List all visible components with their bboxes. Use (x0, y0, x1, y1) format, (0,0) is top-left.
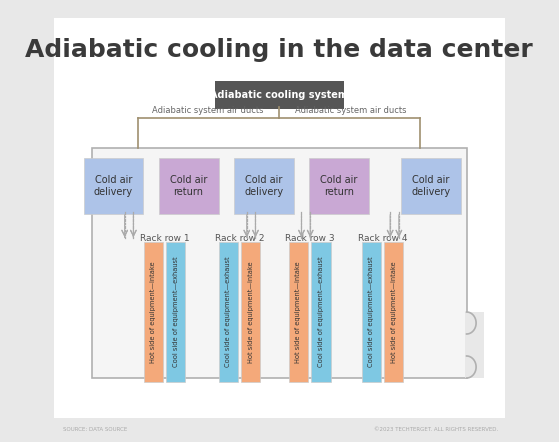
Text: Hot side of equipment—intake: Hot side of equipment—intake (296, 261, 301, 363)
Text: ©2023 TECHTERGET. ALL RIGHTS RESERVED.: ©2023 TECHTERGET. ALL RIGHTS RESERVED. (373, 427, 498, 432)
Text: Rack row 3: Rack row 3 (285, 234, 334, 243)
Text: Hot side of equipment—intake: Hot side of equipment—intake (248, 261, 254, 363)
FancyBboxPatch shape (84, 158, 144, 214)
Text: Cold air
delivery: Cold air delivery (411, 175, 451, 197)
Text: Rack row 1: Rack row 1 (140, 234, 189, 243)
Text: Adiabatic cooling system: Adiabatic cooling system (210, 90, 348, 100)
Text: Hot side of equipment—intake: Hot side of equipment—intake (391, 261, 397, 363)
Text: Cool side of equipment—exhaust: Cool side of equipment—exhaust (225, 257, 231, 367)
Text: Hot side of equipment—intake: Hot side of equipment—intake (150, 261, 156, 363)
Text: Adiabatic system air ducts: Adiabatic system air ducts (295, 106, 406, 115)
Text: Cool side of equipment—exhaust: Cool side of equipment—exhaust (173, 257, 179, 367)
FancyBboxPatch shape (311, 242, 330, 382)
FancyBboxPatch shape (54, 18, 505, 418)
Text: Cool side of equipment—exhaust: Cool side of equipment—exhaust (318, 257, 324, 367)
FancyBboxPatch shape (159, 158, 219, 214)
FancyBboxPatch shape (219, 242, 238, 382)
Text: Cold air
return: Cold air return (320, 175, 358, 197)
FancyBboxPatch shape (384, 242, 403, 382)
FancyBboxPatch shape (289, 242, 308, 382)
FancyBboxPatch shape (234, 158, 293, 214)
FancyBboxPatch shape (144, 242, 163, 382)
Text: Adiabatic cooling in the data center: Adiabatic cooling in the data center (26, 38, 533, 62)
Text: Rack row 2: Rack row 2 (215, 234, 264, 243)
FancyBboxPatch shape (241, 242, 260, 382)
FancyBboxPatch shape (92, 148, 467, 378)
Text: SOURCE: DATA SOURCE: SOURCE: DATA SOURCE (63, 427, 127, 432)
Text: Rack row 4: Rack row 4 (358, 234, 407, 243)
Text: Adiabatic system air ducts: Adiabatic system air ducts (151, 106, 263, 115)
FancyBboxPatch shape (401, 158, 461, 214)
FancyBboxPatch shape (166, 242, 185, 382)
Text: Cool side of equipment—exhaust: Cool side of equipment—exhaust (368, 257, 374, 367)
FancyBboxPatch shape (362, 242, 381, 382)
FancyBboxPatch shape (215, 81, 344, 109)
Text: Cold air
delivery: Cold air delivery (94, 175, 133, 197)
Text: Cold air
delivery: Cold air delivery (244, 175, 283, 197)
Text: Cold air
return: Cold air return (170, 175, 207, 197)
FancyBboxPatch shape (309, 158, 369, 214)
FancyBboxPatch shape (465, 312, 484, 378)
